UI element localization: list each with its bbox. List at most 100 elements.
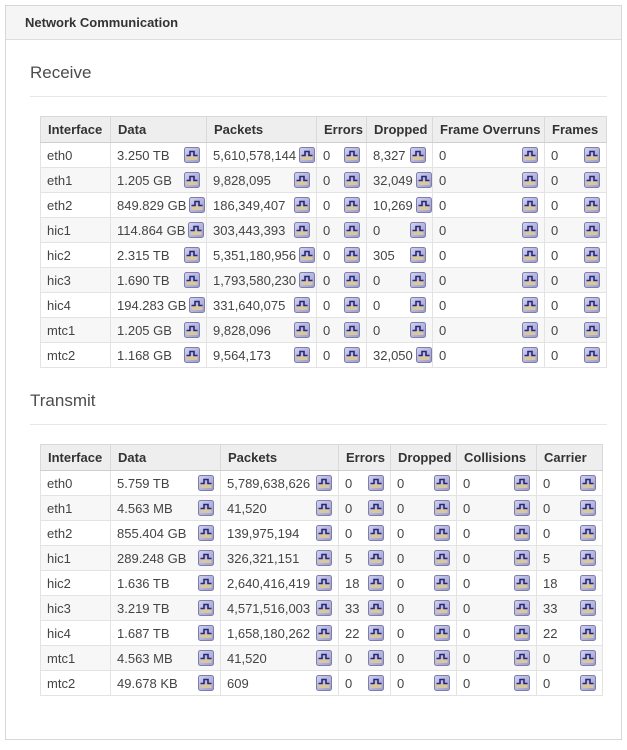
- chart-history-button[interactable]: [299, 247, 316, 263]
- chart-history-button[interactable]: [198, 600, 214, 616]
- chart-history-button[interactable]: [434, 550, 450, 566]
- chart-history-button[interactable]: [415, 172, 432, 188]
- chart-history-button[interactable]: [344, 222, 360, 238]
- chart-history-button[interactable]: [580, 650, 596, 666]
- chart-history-button[interactable]: [522, 172, 538, 188]
- chart-history-button[interactable]: [415, 347, 432, 363]
- chart-history-button[interactable]: [584, 322, 600, 338]
- chart-history-button[interactable]: [410, 247, 426, 263]
- chart-history-button[interactable]: [514, 650, 530, 666]
- chart-history-button[interactable]: [434, 525, 450, 541]
- chart-history-button[interactable]: [294, 222, 310, 238]
- chart-history-button[interactable]: [584, 272, 600, 288]
- chart-history-button[interactable]: [368, 625, 384, 641]
- chart-history-button[interactable]: [316, 500, 332, 516]
- chart-history-button[interactable]: [368, 575, 384, 591]
- chart-history-button[interactable]: [522, 347, 538, 363]
- chart-history-button[interactable]: [184, 347, 200, 363]
- chart-history-button[interactable]: [584, 172, 600, 188]
- chart-history-button[interactable]: [514, 550, 530, 566]
- chart-history-button[interactable]: [514, 500, 530, 516]
- chart-history-button[interactable]: [410, 222, 426, 238]
- chart-history-button[interactable]: [316, 650, 332, 666]
- chart-history-button[interactable]: [184, 172, 200, 188]
- chart-history-button[interactable]: [368, 500, 384, 516]
- chart-history-button[interactable]: [584, 297, 600, 313]
- chart-history-button[interactable]: [344, 172, 360, 188]
- chart-history-button[interactable]: [184, 322, 200, 338]
- chart-history-button[interactable]: [514, 625, 530, 641]
- chart-history-button[interactable]: [294, 297, 310, 313]
- chart-history-button[interactable]: [434, 500, 450, 516]
- chart-history-button[interactable]: [434, 600, 450, 616]
- chart-history-button[interactable]: [368, 525, 384, 541]
- chart-history-button[interactable]: [316, 550, 332, 566]
- chart-history-button[interactable]: [580, 500, 596, 516]
- chart-history-button[interactable]: [368, 550, 384, 566]
- chart-history-button[interactable]: [434, 675, 450, 691]
- chart-history-button[interactable]: [514, 525, 530, 541]
- chart-history-button[interactable]: [410, 297, 426, 313]
- chart-history-button[interactable]: [580, 575, 596, 591]
- chart-history-button[interactable]: [580, 625, 596, 641]
- chart-history-button[interactable]: [434, 475, 450, 491]
- chart-history-button[interactable]: [434, 650, 450, 666]
- chart-history-button[interactable]: [198, 650, 214, 666]
- chart-history-button[interactable]: [316, 625, 332, 641]
- chart-history-button[interactable]: [434, 575, 450, 591]
- chart-history-button[interactable]: [580, 600, 596, 616]
- chart-history-button[interactable]: [580, 475, 596, 491]
- chart-history-button[interactable]: [316, 675, 332, 691]
- chart-history-button[interactable]: [344, 297, 360, 313]
- chart-history-button[interactable]: [580, 550, 596, 566]
- chart-history-button[interactable]: [198, 525, 214, 541]
- chart-history-button[interactable]: [434, 625, 450, 641]
- chart-history-button[interactable]: [316, 600, 332, 616]
- chart-history-button[interactable]: [299, 147, 316, 163]
- chart-history-button[interactable]: [299, 272, 316, 288]
- chart-history-button[interactable]: [514, 600, 530, 616]
- chart-history-button[interactable]: [410, 272, 426, 288]
- chart-history-button[interactable]: [198, 675, 214, 691]
- chart-history-button[interactable]: [522, 222, 538, 238]
- chart-history-button[interactable]: [584, 197, 600, 213]
- chart-history-button[interactable]: [198, 575, 214, 591]
- chart-history-button[interactable]: [188, 222, 205, 238]
- chart-history-button[interactable]: [294, 197, 310, 213]
- chart-history-button[interactable]: [514, 675, 530, 691]
- chart-history-button[interactable]: [368, 475, 384, 491]
- chart-history-button[interactable]: [580, 525, 596, 541]
- chart-history-button[interactable]: [344, 247, 360, 263]
- chart-history-button[interactable]: [294, 322, 310, 338]
- chart-history-button[interactable]: [368, 600, 384, 616]
- chart-history-button[interactable]: [316, 575, 332, 591]
- chart-history-button[interactable]: [522, 147, 538, 163]
- chart-history-button[interactable]: [368, 650, 384, 666]
- chart-history-button[interactable]: [184, 247, 200, 263]
- chart-history-button[interactable]: [514, 575, 530, 591]
- chart-history-button[interactable]: [368, 675, 384, 691]
- chart-history-button[interactable]: [584, 347, 600, 363]
- chart-history-button[interactable]: [580, 675, 596, 691]
- chart-history-button[interactable]: [344, 272, 360, 288]
- chart-history-button[interactable]: [344, 197, 360, 213]
- chart-history-button[interactable]: [316, 475, 332, 491]
- chart-history-button[interactable]: [522, 297, 538, 313]
- chart-history-button[interactable]: [410, 322, 426, 338]
- chart-history-button[interactable]: [294, 347, 310, 363]
- chart-history-button[interactable]: [198, 475, 214, 491]
- chart-history-button[interactable]: [344, 322, 360, 338]
- chart-history-button[interactable]: [522, 322, 538, 338]
- chart-history-button[interactable]: [198, 500, 214, 516]
- chart-history-button[interactable]: [184, 272, 200, 288]
- chart-history-button[interactable]: [514, 475, 530, 491]
- chart-history-button[interactable]: [410, 147, 426, 163]
- chart-history-button[interactable]: [584, 147, 600, 163]
- chart-history-button[interactable]: [189, 297, 206, 313]
- chart-history-button[interactable]: [522, 272, 538, 288]
- chart-history-button[interactable]: [294, 172, 310, 188]
- chart-history-button[interactable]: [189, 197, 206, 213]
- chart-history-button[interactable]: [198, 550, 214, 566]
- chart-history-button[interactable]: [184, 147, 200, 163]
- chart-history-button[interactable]: [522, 197, 538, 213]
